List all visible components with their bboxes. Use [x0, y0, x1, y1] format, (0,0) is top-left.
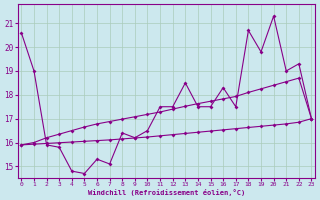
X-axis label: Windchill (Refroidissement éolien,°C): Windchill (Refroidissement éolien,°C) [88, 189, 245, 196]
